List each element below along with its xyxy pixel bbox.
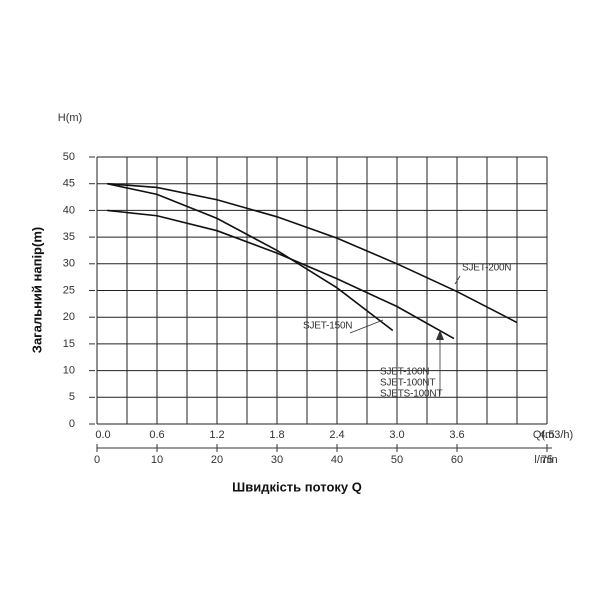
curve-label: SJET-150N [303,321,352,332]
x-tick-label: 20 [211,454,223,466]
y-tick-label: 20 [63,311,75,323]
x2-tick-label: 3.6 [449,429,464,441]
y-tick-label: 15 [63,338,75,350]
y-tick-label: 35 [63,231,75,243]
y-unit: H(m) [58,112,82,124]
y-tick-label: 30 [63,258,75,270]
x-unit: l/min [534,454,557,466]
leader-line [454,275,461,285]
curve-label: SJETS-100NT [380,389,442,400]
x2-tick-label: 0.0 [95,429,110,441]
curve-label: SJET-100N [380,367,429,378]
y-tick-label: 10 [63,365,75,377]
x-tick-label: 0 [94,454,100,466]
x-tick-label: 75 [541,454,553,466]
x-tick-label: 40 [331,454,343,466]
x-tick-label: 60 [451,454,463,466]
y-tick-label: 40 [63,204,75,216]
x2-tick-label: 1.2 [209,429,224,441]
y-axis-title: Загальний напір(m) [29,227,44,353]
y-tick-label: 5 [69,391,75,403]
x2-tick-label: 4.5 [539,429,554,441]
y-tick-label: 0 [69,418,75,430]
curve-label: SJET-100NT [380,378,435,389]
leader-line [349,319,384,334]
x2-tick-label: 0.6 [149,429,164,441]
x-tick-label: 10 [151,454,163,466]
y-tick-label: 50 [63,151,75,163]
curve [107,182,518,324]
curve [107,182,394,332]
curve-label: SJET-200N [462,263,511,274]
x2-tick-label: 2.4 [329,429,344,441]
y-tick-label: 25 [63,284,75,296]
x2-tick-label: 3.0 [389,429,404,441]
x2-unit: Q(m3/h) [533,429,573,441]
x2-tick-label: 1.8 [269,429,284,441]
arrow-head [436,330,444,340]
x-tick-label: 50 [391,454,403,466]
x-axis-title: Швидкість потоку Q [232,479,362,494]
x-tick-label: 30 [271,454,283,466]
y-tick-label: 45 [63,178,75,190]
curve [107,209,455,340]
